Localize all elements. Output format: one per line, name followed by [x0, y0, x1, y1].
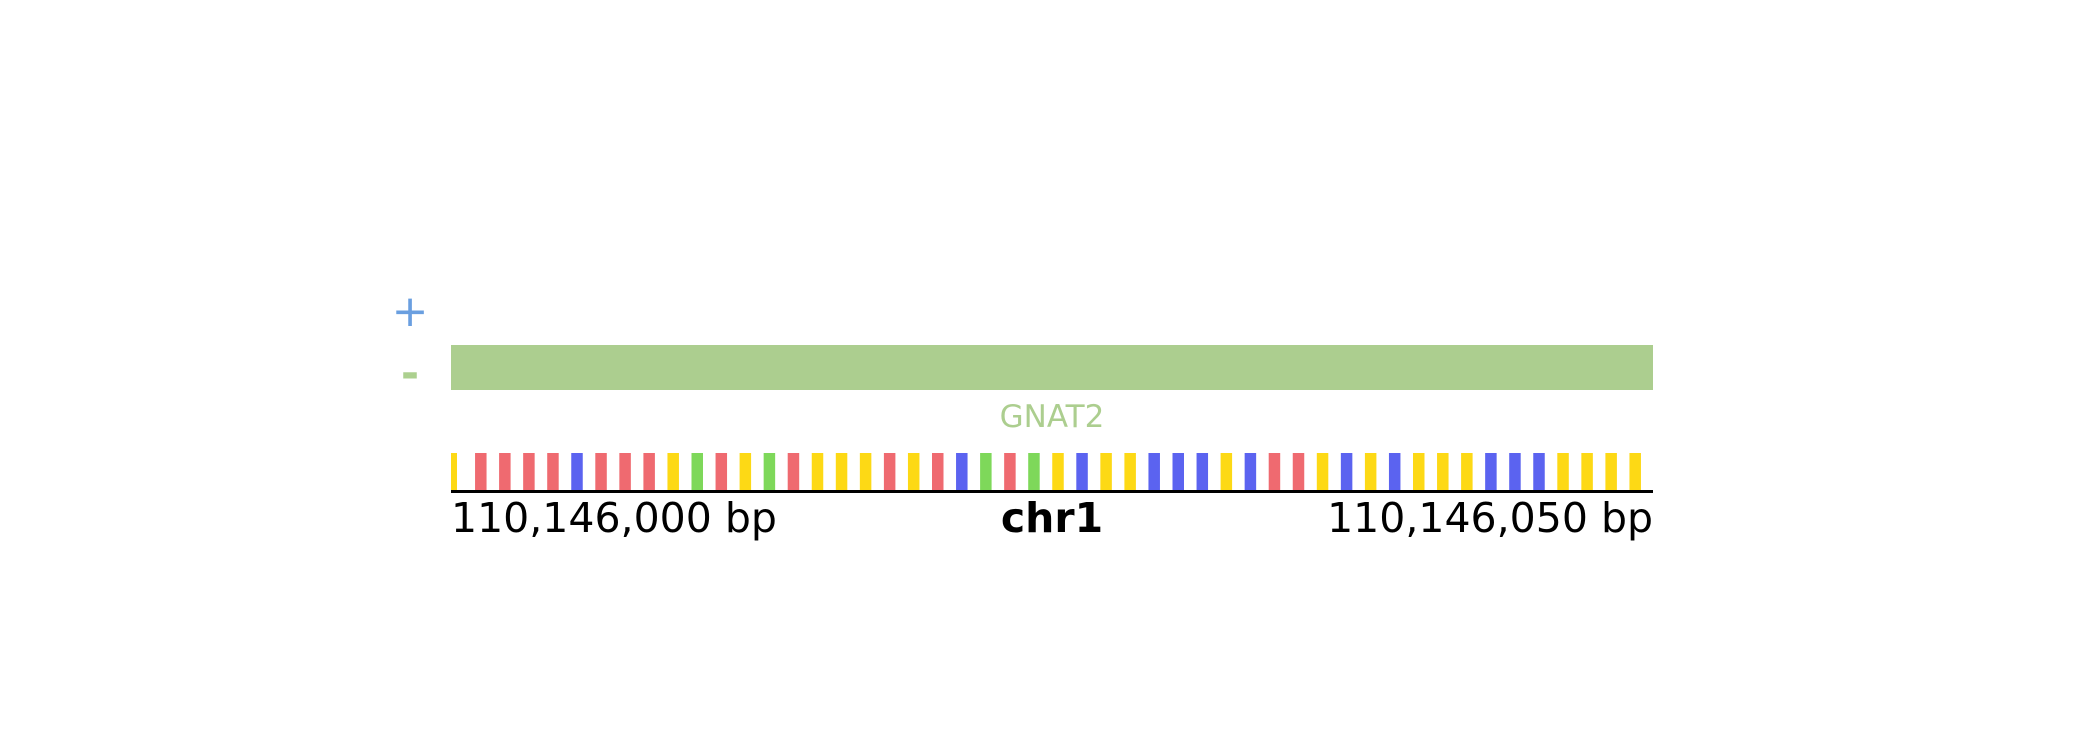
- base-A: [980, 453, 992, 491]
- base-G: [1629, 453, 1641, 491]
- base-A: [764, 453, 776, 491]
- base-G: [451, 453, 457, 491]
- base-G: [1365, 453, 1377, 491]
- base-C: [1389, 453, 1401, 491]
- base-G: [836, 453, 848, 491]
- base-T: [523, 453, 535, 491]
- base-T: [595, 453, 607, 491]
- base-G: [1605, 453, 1617, 491]
- base-T: [788, 453, 800, 491]
- base-T: [1269, 453, 1281, 491]
- base-G: [812, 453, 824, 491]
- base-T: [884, 453, 896, 491]
- base-T: [475, 453, 487, 491]
- base-C: [1509, 453, 1521, 491]
- base-C: [956, 453, 968, 491]
- base-G: [1437, 453, 1449, 491]
- base-C: [1148, 453, 1160, 491]
- base-T: [499, 453, 511, 491]
- base-G: [1581, 453, 1593, 491]
- base-G: [1124, 453, 1136, 491]
- base-C: [1533, 453, 1545, 491]
- base-C: [571, 453, 583, 491]
- base-T: [643, 453, 655, 491]
- base-C: [1245, 453, 1257, 491]
- base-G: [1221, 453, 1233, 491]
- base-T: [1293, 453, 1305, 491]
- gene-feature-bar[interactable]: [451, 345, 1653, 390]
- base-T: [547, 453, 559, 491]
- base-G: [1052, 453, 1064, 491]
- base-G: [1100, 453, 1112, 491]
- base-G: [908, 453, 920, 491]
- base-G: [740, 453, 752, 491]
- base-T: [619, 453, 631, 491]
- base-A: [1028, 453, 1040, 491]
- base-G: [667, 453, 679, 491]
- base-C: [1197, 453, 1209, 491]
- base-G: [1557, 453, 1569, 491]
- base-T: [1004, 453, 1016, 491]
- gene-label: GNAT2: [451, 402, 1653, 433]
- base-G: [1317, 453, 1329, 491]
- minus-strand-label: -: [390, 352, 430, 396]
- base-C: [1173, 453, 1185, 491]
- plus-strand-label: +: [390, 290, 430, 334]
- base-C: [1485, 453, 1497, 491]
- base-T: [932, 453, 944, 491]
- base-G: [1413, 453, 1425, 491]
- base-T: [716, 453, 728, 491]
- base-C: [1076, 453, 1088, 491]
- base-A: [692, 453, 704, 491]
- base-G: [1461, 453, 1473, 491]
- ruler-end-position: 110,146,050 bp: [1327, 498, 1653, 539]
- base-G: [860, 453, 872, 491]
- sequence-track: [451, 453, 1653, 493]
- base-C: [1341, 453, 1353, 491]
